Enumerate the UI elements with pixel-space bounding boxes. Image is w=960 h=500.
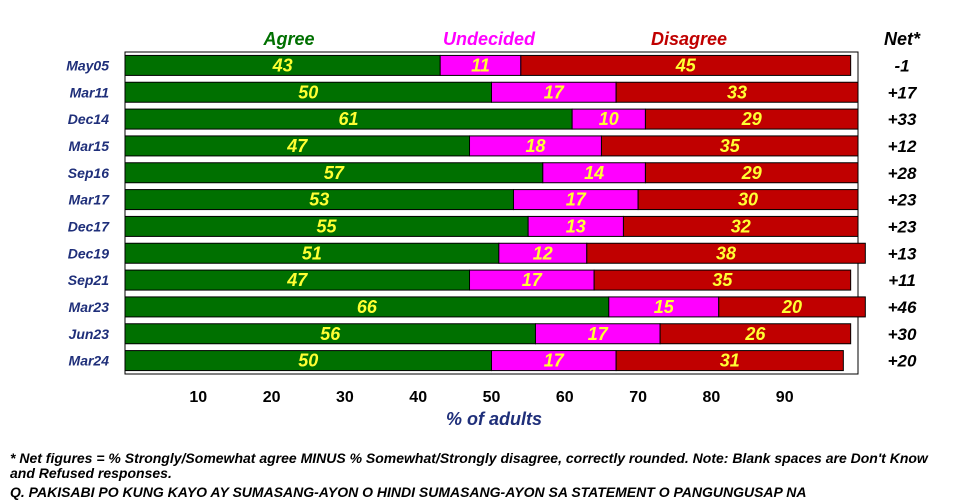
value-label-disagree-sep21: 35	[712, 270, 733, 290]
row-label-mar23: Mar23	[69, 299, 110, 315]
row-label-mar24: Mar24	[69, 353, 110, 369]
row-label-dec17: Dec17	[68, 218, 110, 234]
value-label-undecided-mar17: 17	[566, 190, 587, 210]
net-values: -1 +17 +33 +12 +28 +23 +23 +13 +11 +46 +30 +20	[888, 56, 918, 370]
x-tick-40: 40	[409, 389, 427, 406]
row-label-mar17: Mar17	[69, 192, 111, 208]
value-label-agree-mar15: 47	[286, 136, 308, 156]
value-label-agree-jun23: 56	[320, 324, 341, 344]
row-label-may05: May05	[66, 57, 109, 73]
net-header: Net*	[884, 29, 921, 49]
bar-disagree-mar24	[615, 350, 844, 372]
value-label-disagree-jun23: 26	[744, 324, 766, 344]
value-label-disagree-mar23: 20	[781, 297, 802, 317]
value-label-agree-dec14: 61	[339, 109, 359, 129]
value-label-undecided-jun23: 17	[588, 324, 609, 344]
value-label-undecided-mar23: 15	[654, 297, 675, 317]
value-label-agree-may05: 43	[272, 55, 293, 75]
value-label-undecided-dec14: 10	[599, 109, 619, 129]
value-label-undecided-sep21: 17	[522, 270, 543, 290]
value-label-disagree-sep16: 29	[741, 163, 762, 183]
bar-disagree-jun23	[659, 323, 852, 345]
legend-undecided: Undecided	[443, 29, 536, 49]
row-label-sep21: Sep21	[68, 272, 109, 288]
net-value-sep16: +28	[888, 164, 917, 183]
value-label-agree-dec19: 51	[302, 243, 322, 263]
value-label-undecided-mar11: 17	[544, 82, 565, 102]
stacked-bar-chart: Agree Undecided Disagree Net* 43 11 45 50 17 33…	[66, 29, 921, 429]
x-tick-30: 30	[336, 389, 354, 406]
x-tick-60: 60	[556, 389, 574, 406]
row-label-sep16: Sep16	[68, 165, 109, 181]
net-value-may05: -1	[894, 56, 909, 75]
value-label-disagree-mar15: 35	[720, 136, 741, 156]
net-value-mar23: +46	[888, 298, 917, 317]
net-value-jun23: +30	[888, 325, 917, 344]
value-label-disagree-dec14: 29	[741, 109, 762, 129]
value-label-undecided-mar24: 17	[544, 351, 565, 371]
net-value-mar15: +12	[888, 137, 917, 156]
row-label-jun23: Jun23	[69, 326, 110, 342]
x-axis-ticks: 10 20 30 40 50 60 70 80 90	[189, 389, 793, 406]
value-label-agree-mar17: 53	[309, 190, 329, 210]
x-tick-90: 90	[776, 389, 794, 406]
value-label-undecided-sep16: 14	[584, 163, 604, 183]
value-label-disagree-dec17: 32	[731, 216, 751, 236]
x-tick-10: 10	[189, 389, 207, 406]
value-label-disagree-mar11: 33	[727, 82, 747, 102]
bar-disagree-may05	[520, 54, 852, 76]
net-value-mar24: +20	[888, 352, 917, 371]
row-label-dec19: Dec19	[68, 245, 109, 261]
value-label-agree-mar11: 50	[298, 82, 318, 102]
value-label-disagree-may05: 45	[675, 55, 697, 75]
value-label-agree-mar23: 66	[357, 297, 378, 317]
row-label-mar15: Mar15	[69, 138, 110, 154]
value-label-undecided-mar15: 18	[525, 136, 545, 156]
bar-disagree-sep16	[644, 162, 859, 184]
value-label-disagree-dec19: 38	[716, 243, 736, 263]
net-value-mar17: +23	[888, 191, 917, 210]
net-value-dec17: +23	[888, 217, 917, 236]
row-label-mar11: Mar11	[70, 84, 110, 100]
question-footnote: Q. PAKISABI PO KUNG KAYO AY SUMASANG-AYO…	[10, 485, 807, 500]
legend: Agree Undecided Disagree	[262, 29, 727, 49]
value-label-undecided-may05: 11	[471, 55, 490, 75]
bar-disagree-dec14	[644, 108, 859, 130]
bar-disagree-mar15	[600, 135, 859, 157]
legend-agree: Agree	[262, 29, 314, 49]
bar-disagree-mar11	[615, 81, 859, 103]
net-value-dec19: +13	[888, 244, 917, 263]
legend-disagree: Disagree	[651, 29, 727, 49]
bar-disagree-dec19	[586, 242, 866, 264]
net-value-mar11: +17	[888, 83, 918, 102]
value-label-undecided-dec17: 13	[566, 216, 586, 236]
row-labels: May05 Mar11 Dec14 Mar15 Sep16 Mar17 Dec17 Dec19…	[66, 57, 110, 368]
bars: 43 11 45 50 17 33 61 10 29 47 18 35 57 14 29 53 17 30 55 13…	[124, 54, 866, 372]
x-axis-title: % of adults	[446, 409, 542, 429]
x-tick-50: 50	[483, 389, 501, 406]
net-value-dec14: +33	[888, 110, 917, 129]
value-label-undecided-dec19: 12	[533, 243, 553, 263]
row-label-dec14: Dec14	[68, 111, 109, 127]
value-label-disagree-mar24: 31	[720, 351, 740, 371]
x-tick-20: 20	[263, 389, 281, 406]
value-label-agree-sep21: 47	[286, 270, 308, 290]
net-value-sep21: +11	[888, 271, 916, 290]
value-label-agree-sep16: 57	[324, 163, 345, 183]
plot-area	[124, 51, 859, 375]
bar-disagree-mar23	[718, 296, 866, 318]
value-label-agree-dec17: 55	[317, 216, 338, 236]
value-label-disagree-mar17: 30	[738, 190, 758, 210]
value-label-agree-mar24: 50	[298, 351, 318, 371]
bar-disagree-sep21	[593, 269, 852, 291]
bar-disagree-dec17	[622, 215, 859, 237]
bar-disagree-mar17	[637, 189, 859, 211]
x-tick-80: 80	[703, 389, 721, 406]
x-tick-70: 70	[629, 389, 647, 406]
net-footnote: * Net figures = % Strongly/Somewhat agre…	[10, 450, 928, 481]
